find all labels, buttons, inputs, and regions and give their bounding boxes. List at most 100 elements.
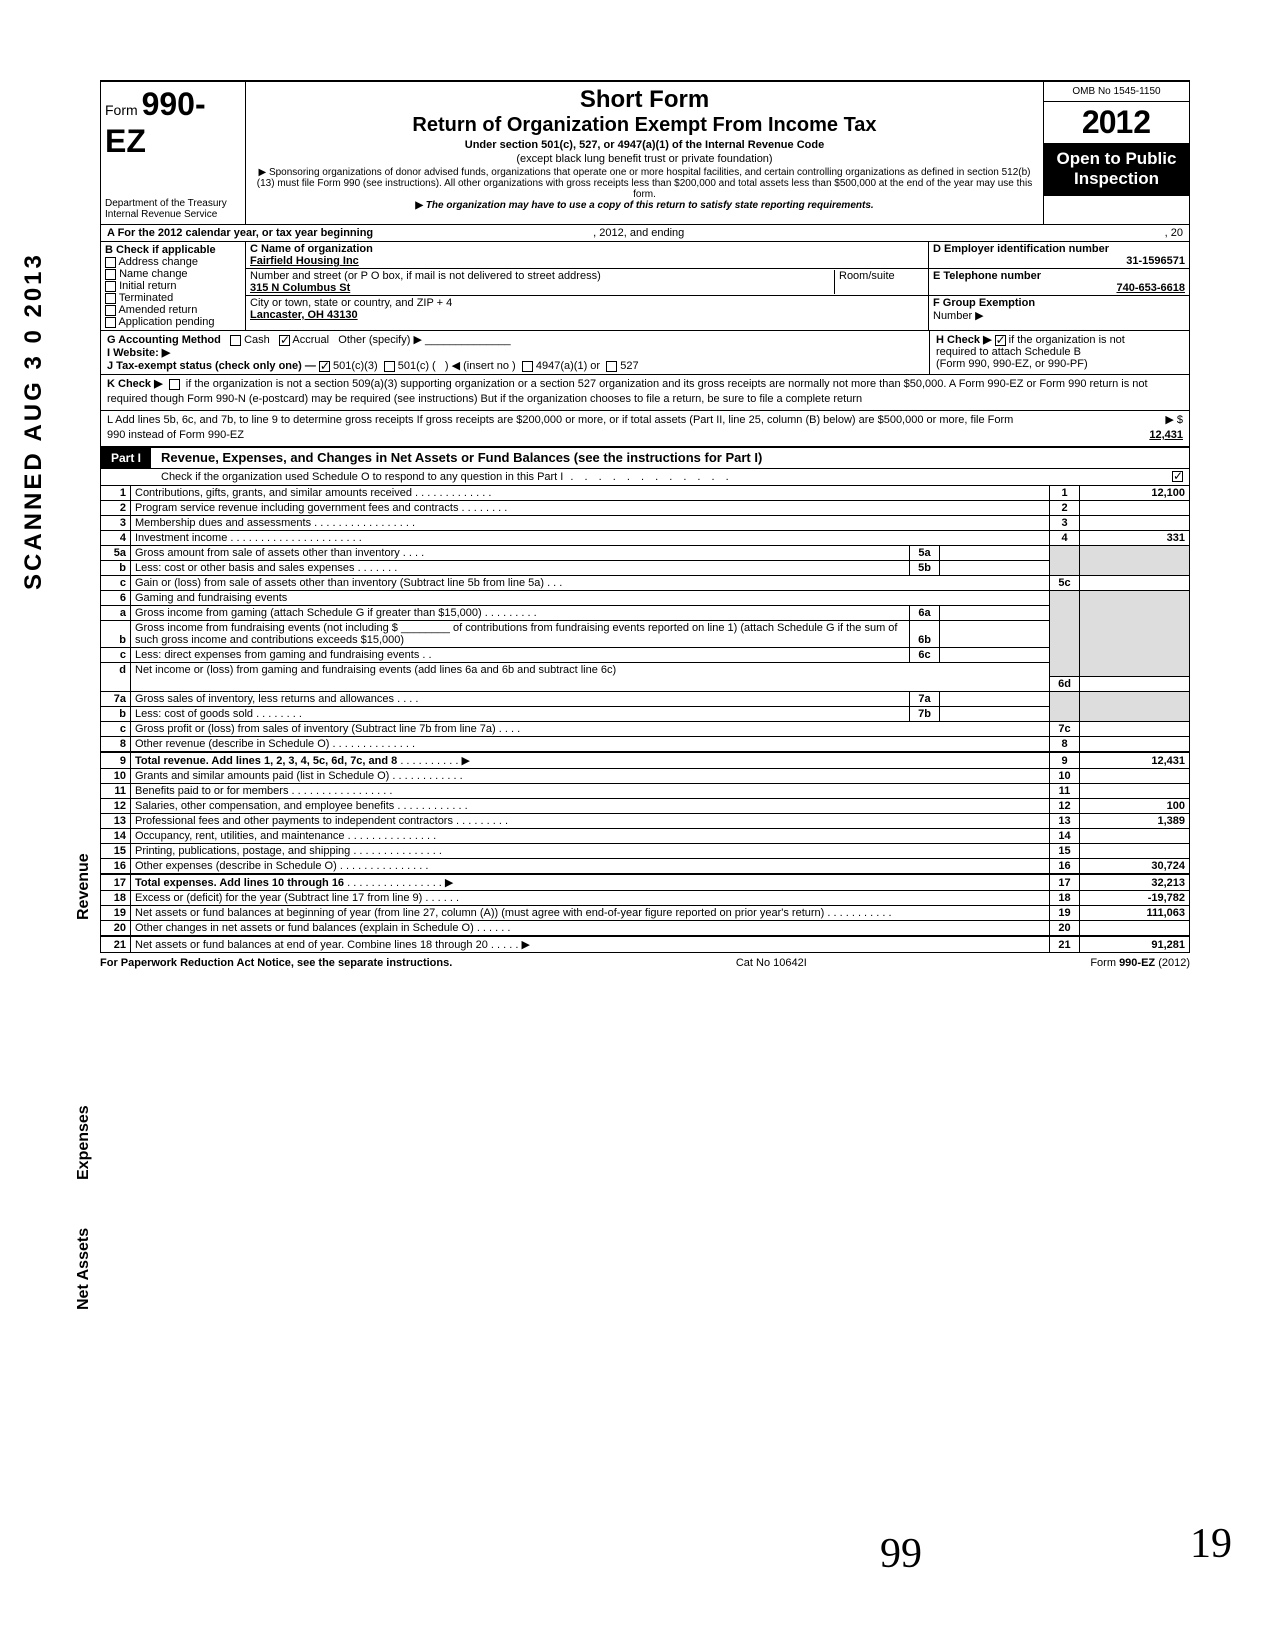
c-name-label: C Name of organization — [250, 243, 924, 255]
part1-label: Part I — [101, 448, 151, 468]
c-city-label: City or town, state or country, and ZIP … — [250, 297, 924, 309]
row-k: K Check ▶ if the organization is not a s… — [100, 375, 1190, 411]
revenue-side-label: Revenue — [75, 853, 93, 920]
line-6a: aGross income from gaming (attach Schedu… — [101, 605, 1190, 620]
part1-header: Part I Revenue, Expenses, and Changes in… — [100, 448, 1190, 469]
c-addr-label: Number and street (or P O box, if mail i… — [250, 270, 834, 282]
line-9: 9Total revenue. Add lines 1, 2, 3, 4, 5c… — [101, 752, 1190, 769]
footer-left: For Paperwork Reduction Act Notice, see … — [100, 957, 452, 969]
chk-name-change[interactable] — [105, 269, 116, 280]
open-to-public: Open to Public Inspection — [1044, 143, 1189, 196]
e-phone-label: E Telephone number — [933, 270, 1185, 282]
form-satisfy: ▶ The organization may have to use a cop… — [254, 200, 1035, 211]
f-group-label: F Group Exemption — [933, 297, 1185, 309]
line-7a: 7aGross sales of inventory, less returns… — [101, 692, 1190, 707]
row-a-tax-year: A For the 2012 calendar year, or tax yea… — [100, 225, 1190, 242]
line-2: 2Program service revenue including gover… — [101, 500, 1190, 515]
line-12: 12Salaries, other compensation, and empl… — [101, 799, 1190, 814]
line-14: 14Occupancy, rent, utilities, and mainte… — [101, 829, 1190, 844]
row-l: L Add lines 5b, 6c, and 7b, to line 9 to… — [100, 411, 1190, 448]
chk-pending[interactable] — [105, 317, 116, 328]
line-8: 8Other revenue (describe in Schedule O) … — [101, 737, 1190, 753]
line-5c: cGain or (loss) from sale of assets othe… — [101, 575, 1190, 590]
footer-cat: Cat No 10642I — [736, 957, 807, 969]
chk-k[interactable] — [169, 379, 180, 390]
col-b-checkboxes: B Check if applicable Address change Nam… — [101, 242, 246, 330]
line-18: 18Excess or (deficit) for the year (Subt… — [101, 891, 1190, 906]
org-address: 315 N Columbus St — [250, 282, 834, 294]
form-page: Form 990-EZ Department of the Treasury I… — [100, 80, 1190, 973]
line-16: 16Other expenses (describe in Schedule O… — [101, 859, 1190, 875]
form-header-right: OMB No 1545-1150 2012 Open to Public Ins… — [1044, 82, 1189, 224]
form-header: Form 990-EZ Department of the Treasury I… — [100, 80, 1190, 225]
line-21: 21Net assets or fund balances at end of … — [101, 936, 1190, 953]
line-6d-spacer: dNet income or (loss) from gaming and fu… — [101, 662, 1190, 677]
d-ein-label: D Employer identification number — [933, 243, 1185, 255]
line-15: 15Printing, publications, postage, and s… — [101, 844, 1190, 859]
org-name: Fairfield Housing Inc — [250, 255, 924, 267]
footer-form: Form 990-EZ (2012) — [1090, 957, 1190, 969]
chk-h[interactable] — [995, 335, 1006, 346]
line-6b: bGross income from fundraising events (n… — [101, 620, 1190, 647]
scanned-stamp: SCANNED AUG 3 0 2013 — [20, 252, 48, 590]
chk-527[interactable] — [606, 361, 617, 372]
form-title: Short Form — [254, 86, 1035, 114]
line-13: 13Professional fees and other payments t… — [101, 814, 1190, 829]
form-under-section: Under section 501(c), 527, or 4947(a)(1)… — [254, 139, 1035, 151]
col-d-right: D Employer identification number 31-1596… — [929, 242, 1189, 330]
form-header-center: Short Form Return of Organization Exempt… — [246, 82, 1044, 224]
part1-sched-o: Check if the organization used Schedule … — [100, 469, 1190, 486]
line-5a: 5aGross amount from sale of assets other… — [101, 545, 1190, 560]
chk-accrual[interactable] — [279, 335, 290, 346]
irs-label: Internal Revenue Service — [105, 209, 241, 220]
chk-501c[interactable] — [384, 361, 395, 372]
form-except: (except black lung benefit trust or priv… — [254, 153, 1035, 165]
line-10: 10Grants and similar amounts paid (list … — [101, 769, 1190, 784]
dept-treasury: Department of the Treasury — [105, 198, 241, 209]
f-group-number: Number ▶ — [933, 309, 1185, 322]
form-year: 2012 — [1044, 102, 1189, 143]
form-header-left: Form 990-EZ Department of the Treasury I… — [101, 82, 246, 224]
line-3: 3Membership dues and assessments . . . .… — [101, 515, 1190, 530]
line-6c: cLess: direct expenses from gaming and f… — [101, 647, 1190, 662]
line-6d: 6d — [101, 677, 1190, 692]
line-19: 19Net assets or fund balances at beginni… — [101, 906, 1190, 921]
line-20: 20Other changes in net assets or fund ba… — [101, 921, 1190, 937]
line-17: 17Total expenses. Add lines 10 through 1… — [101, 874, 1190, 891]
b-header: B Check if applicable — [105, 244, 241, 256]
page-footer: For Paperwork Reduction Act Notice, see … — [100, 953, 1190, 973]
form-prefix: Form — [105, 102, 138, 118]
form-number: 990-EZ — [105, 86, 206, 159]
org-city: Lancaster, OH 43130 — [250, 309, 924, 321]
line-4: 4Investment income . . . . . . . . . . .… — [101, 530, 1190, 545]
line-11: 11Benefits paid to or for members . . . … — [101, 784, 1190, 799]
expenses-side-label: Expenses — [75, 1105, 93, 1180]
netassets-side-label: Net Assets — [75, 1228, 93, 1310]
line-6: 6Gaming and fundraising events — [101, 590, 1190, 605]
line-7c: cGross profit or (loss) from sales of in… — [101, 722, 1190, 737]
row-i-website: I Website: ▶ — [107, 347, 170, 359]
chk-4947[interactable] — [522, 361, 533, 372]
chk-cash[interactable] — [230, 335, 241, 346]
ein-value: 31-1596571 — [933, 255, 1185, 267]
chk-address-change[interactable] — [105, 257, 116, 268]
line-7b: bLess: cost of goods sold . . . . . . . … — [101, 707, 1190, 722]
form-subtitle: Return of Organization Exempt From Incom… — [254, 114, 1035, 137]
chk-501c3[interactable] — [319, 361, 330, 372]
row-g-accounting: G Accounting Method Cash Accrual Other (… — [100, 331, 1190, 375]
chk-sched-o[interactable] — [1172, 471, 1183, 482]
part1-line-table: 1Contributions, gifts, grants, and simil… — [100, 486, 1190, 954]
chk-initial-return[interactable] — [105, 281, 116, 292]
line-5b: bLess: cost or other basis and sales exp… — [101, 560, 1190, 575]
handwritten-99: 99 — [880, 1530, 922, 1578]
form-sponsoring: ▶ Sponsoring organizations of donor advi… — [254, 167, 1035, 200]
line-1: 1Contributions, gifts, grants, and simil… — [101, 486, 1190, 501]
chk-amended[interactable] — [105, 305, 116, 316]
phone-value: 740-653-6618 — [933, 282, 1185, 294]
row-l-amount: 12,431 — [1149, 429, 1183, 441]
omb-number: OMB No 1545-1150 — [1044, 82, 1189, 102]
part1-title: Revenue, Expenses, and Changes in Net As… — [151, 450, 762, 465]
chk-terminated[interactable] — [105, 293, 116, 304]
room-suite-label: Room/suite — [834, 270, 924, 294]
col-c-org-info: C Name of organization Fairfield Housing… — [246, 242, 929, 330]
